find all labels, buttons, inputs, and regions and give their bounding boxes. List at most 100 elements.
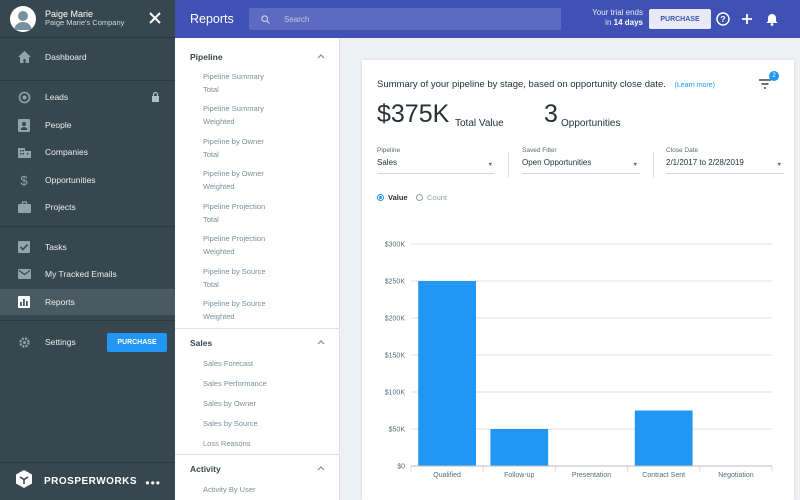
- radio-unselected-icon: [416, 194, 423, 201]
- bar-chart-icon: [17, 295, 31, 309]
- x-tick-label: Negotiation: [718, 472, 754, 479]
- purchase-button-top[interactable]: PURCHASE: [649, 9, 711, 29]
- bar-contract-sent[interactable]: [634, 410, 693, 467]
- contact-card-icon: [17, 118, 31, 132]
- pipeline-value: Sales: [377, 158, 398, 167]
- sidebar-item-label: Companies: [45, 147, 88, 157]
- report-link[interactable]: Pipeline Summary Total: [203, 72, 264, 94]
- pipeline-label: Pipeline: [377, 147, 401, 154]
- chevron-up-icon[interactable]: [317, 465, 325, 471]
- report-link[interactable]: Pipeline Summary Weighted: [203, 104, 264, 126]
- dropdown-arrow-icon: ▼: [632, 162, 638, 168]
- profile-company: Paige Marie's Company: [45, 18, 125, 28]
- sidebar-item-reports[interactable]: Reports: [0, 289, 175, 315]
- bar-qualified[interactable]: [418, 281, 476, 466]
- sidebar-item-tasks[interactable]: Tasks: [0, 234, 175, 260]
- sidebar-item-label: Tasks: [45, 242, 67, 252]
- search-input[interactable]: [284, 14, 524, 24]
- y-tick-label: $200K: [385, 316, 406, 323]
- checkbox-icon: [17, 240, 31, 254]
- y-tick-label: $250K: [385, 279, 406, 286]
- count-radio[interactable]: Count: [416, 193, 447, 202]
- close-date-dropdown[interactable]: Close Date 2/1/2017 to 2/28/2019 ▼: [666, 147, 784, 174]
- x-tick-label: Presentation: [572, 472, 611, 479]
- more-options-icon[interactable]: •••: [145, 476, 161, 490]
- chevron-up-icon[interactable]: [317, 339, 325, 345]
- report-section-activity[interactable]: Activity: [175, 458, 340, 480]
- trial-notice: Your trial ends in 14 days: [587, 8, 643, 28]
- report-link[interactable]: Sales by Source: [203, 419, 258, 428]
- profile-header[interactable]: Paige Marie Paige Marie's Company: [0, 0, 175, 38]
- sidebar-item-label: People: [45, 120, 72, 130]
- trial-in-text: in: [605, 18, 612, 27]
- gear-icon: [17, 335, 31, 349]
- report-link[interactable]: Pipeline by Owner Weighted: [203, 169, 264, 191]
- x-tick-label: Follow-up: [504, 472, 534, 479]
- mail-icon: [17, 267, 31, 281]
- value-radio[interactable]: Value: [377, 193, 408, 202]
- sidebar-item-dashboard[interactable]: Dashboard: [0, 44, 175, 70]
- y-tick-label: $300K: [385, 242, 406, 249]
- search-box[interactable]: [249, 8, 561, 30]
- close-icon[interactable]: [146, 9, 164, 27]
- section-title: Pipeline: [190, 52, 223, 62]
- notifications-bell-icon[interactable]: [764, 11, 780, 27]
- sidebar-item-people[interactable]: People: [0, 112, 175, 138]
- sidebar-item-tracked-emails[interactable]: My Tracked Emails: [0, 261, 175, 287]
- x-tick-label: Contract Sent: [642, 472, 685, 479]
- y-tick-label: $50K: [389, 427, 406, 434]
- report-link[interactable]: Pipeline by Source Total: [203, 267, 266, 289]
- report-link[interactable]: Pipeline Projection Total: [203, 202, 266, 224]
- report-link[interactable]: Pipeline by Source Weighted: [203, 299, 266, 321]
- trial-days: 14 days: [613, 18, 643, 27]
- add-icon[interactable]: [739, 11, 755, 27]
- sidebar-item-label: Projects: [45, 202, 76, 212]
- report-link[interactable]: Sales by Owner: [203, 399, 256, 408]
- sidebar-item-leads[interactable]: Leads: [0, 84, 175, 110]
- report-section-pipeline[interactable]: Pipeline: [175, 46, 340, 68]
- report-section-sales[interactable]: Sales: [175, 332, 340, 354]
- sidebar-item-projects[interactable]: Projects: [0, 194, 175, 220]
- learn-more-link[interactable]: (Learn more): [674, 82, 715, 89]
- lock-icon: [152, 92, 159, 102]
- filter-count-badge: 2: [769, 71, 779, 81]
- report-link[interactable]: Pipeline Projection Weighted: [203, 234, 266, 256]
- total-value: $375K: [377, 100, 450, 128]
- sidebar-item-label: Leads: [45, 92, 69, 102]
- bar-follow-up[interactable]: [490, 429, 549, 466]
- sidebar-item-opportunities[interactable]: $ Opportunities: [0, 167, 175, 193]
- search-icon: [261, 14, 270, 24]
- report-link[interactable]: Pipeline by Owner Total: [203, 137, 264, 159]
- report-link[interactable]: Sales Performance: [203, 379, 267, 388]
- svg-text:?: ?: [720, 14, 725, 24]
- sidebar-item-companies[interactable]: Companies: [0, 139, 175, 165]
- section-title: Sales: [190, 338, 213, 348]
- sidebar-item-label: My Tracked Emails: [45, 269, 117, 279]
- report-link[interactable]: Activity By User: [203, 485, 256, 494]
- filter-icon[interactable]: [758, 78, 772, 90]
- section-title: Activity: [190, 464, 221, 474]
- close-date-value: 2/1/2017 to 2/28/2019: [666, 158, 744, 167]
- pipeline-dropdown[interactable]: Pipeline Sales ▼: [377, 147, 495, 174]
- report-link[interactable]: Loss Reasons: [203, 439, 251, 448]
- dropdown-arrow-icon: ▼: [776, 162, 782, 168]
- y-tick-label: $100K: [385, 390, 406, 397]
- sidebar-footer: PROSPERWORKS •••: [0, 462, 175, 500]
- chevron-up-icon[interactable]: [317, 53, 325, 59]
- radio-selected-icon: [377, 194, 384, 201]
- summary-text: Summary of your pipeline by stage, based…: [377, 79, 715, 90]
- help-icon[interactable]: ?: [715, 11, 731, 27]
- avatar[interactable]: [10, 5, 36, 32]
- briefcase-icon: [17, 200, 31, 214]
- sidebar-item-label: Settings: [45, 337, 76, 347]
- prosperworks-logo-icon: [14, 469, 34, 494]
- sidebar-item-settings[interactable]: Settings: [0, 329, 175, 355]
- purchase-button[interactable]: PURCHASE: [107, 333, 167, 352]
- saved-filter-dropdown[interactable]: Saved Filter Open Opportunities ▼: [522, 147, 640, 174]
- dollar-icon: $: [20, 172, 28, 188]
- saved-filter-label: Saved Filter: [522, 147, 557, 154]
- opportunities-count: 3: [544, 100, 558, 128]
- report-link[interactable]: Sales Forecast: [203, 359, 254, 368]
- sidebar-item-label: Reports: [45, 297, 75, 307]
- pipeline-bar-chart: $0 $50K $100K $150K $200K $250K $300K Qualified…: [385, 242, 773, 479]
